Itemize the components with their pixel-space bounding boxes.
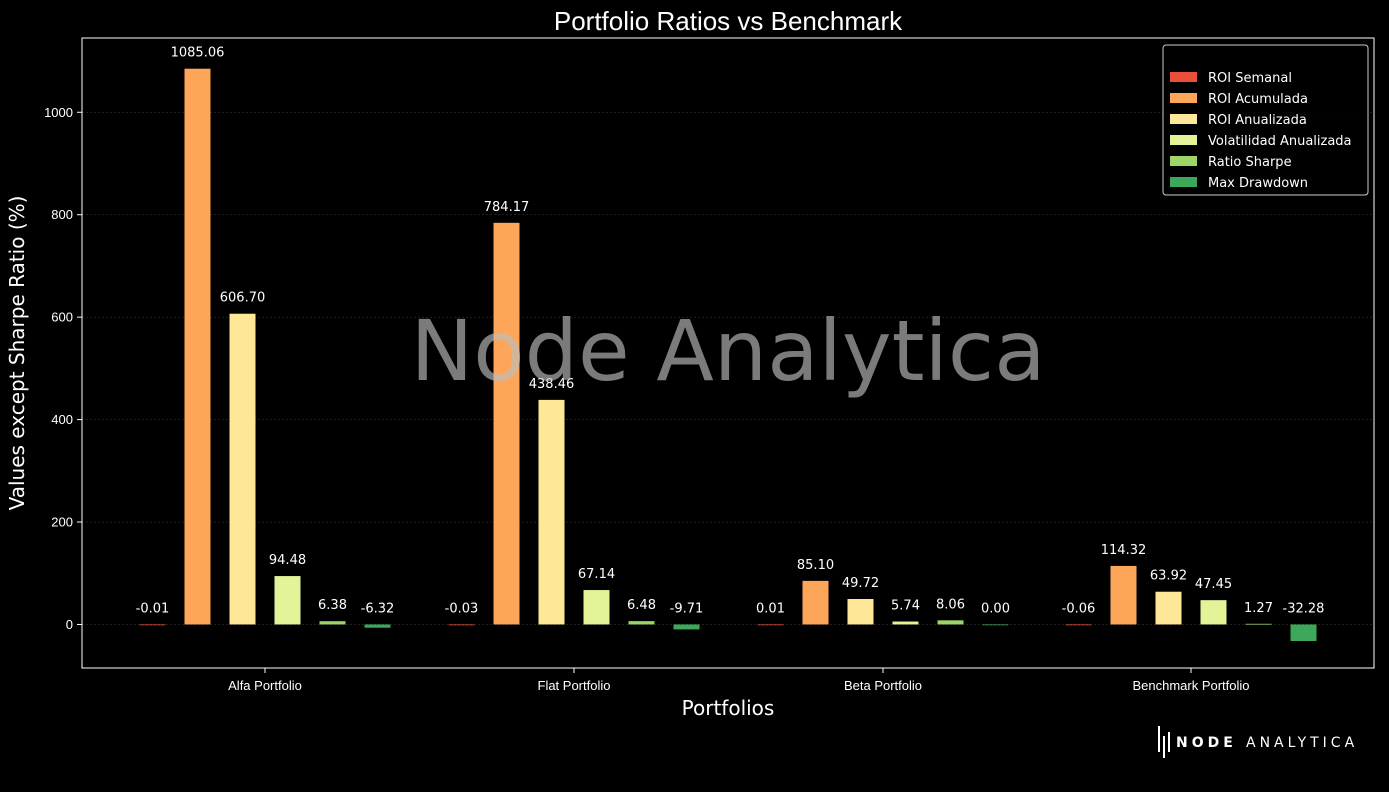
legend-swatch xyxy=(1170,72,1197,82)
bar-value-label: 114.32 xyxy=(1101,543,1147,558)
bar xyxy=(847,598,874,625)
bar-value-label: -0.06 xyxy=(1062,601,1096,616)
node-analytica-logo-icon xyxy=(1158,726,1170,758)
bar-value-label: 67.14 xyxy=(578,567,615,582)
brand-word-node: NODE xyxy=(1176,735,1237,751)
y-axis-title: Values except Sharpe Ratio (%) xyxy=(5,196,29,511)
bar-value-label: 0.00 xyxy=(981,601,1010,616)
x-tick-label: Alfa Portfolio xyxy=(228,678,302,693)
legend-label: ROI Semanal xyxy=(1208,71,1292,86)
legend-label: ROI Acumulada xyxy=(1208,92,1308,107)
bar xyxy=(448,624,475,626)
bar-value-label: 8.06 xyxy=(936,597,965,612)
legend-label: Ratio Sharpe xyxy=(1208,155,1292,170)
chart-title: Portfolio Ratios vs Benchmark xyxy=(554,6,903,36)
bar-value-label: -32.28 xyxy=(1283,601,1325,616)
legend-label: ROI Anualizada xyxy=(1208,113,1307,128)
plot-frame xyxy=(81,37,1375,669)
y-tick-label: 600 xyxy=(51,310,73,325)
bar xyxy=(1110,565,1137,625)
data-labels: -0.01 1085.06 606.70 94.48 6.38 -6.32 -0.03 784… xyxy=(136,46,1325,617)
y-tick-label: 800 xyxy=(51,207,73,222)
x-tick-label: Flat Portfolio xyxy=(538,678,611,693)
bar-value-label: 5.74 xyxy=(891,599,920,614)
bar xyxy=(538,399,565,625)
bar xyxy=(493,222,520,625)
y-axis-ticks: 0 200 400 600 800 1000 xyxy=(44,105,82,632)
bar-value-label: 6.48 xyxy=(627,598,656,613)
bar xyxy=(937,620,964,625)
y-tick-label: 1000 xyxy=(44,105,73,120)
legend: ROI Semanal ROI Acumulada ROI Anualizada Vo… xyxy=(1162,44,1369,196)
legend-swatch xyxy=(1170,114,1197,124)
bar xyxy=(628,621,655,625)
bar-value-label: 1.27 xyxy=(1244,601,1273,616)
y-tick-label: 0 xyxy=(66,617,73,632)
bar-value-label: -0.01 xyxy=(136,601,170,616)
bar-value-label: -9.71 xyxy=(670,601,704,616)
legend-swatch xyxy=(1170,156,1197,166)
x-axis-title: Portfolios xyxy=(682,696,775,720)
bar-value-label: 85.10 xyxy=(797,558,834,573)
bar-value-label: 63.92 xyxy=(1150,569,1187,584)
legend-box xyxy=(1162,44,1369,196)
legend-label: Volatilidad Anualizada xyxy=(1208,134,1352,149)
bar xyxy=(673,624,700,630)
bar xyxy=(1155,591,1182,625)
bar xyxy=(583,590,610,625)
bars xyxy=(139,68,1317,641)
watermark-text: Node Analytica xyxy=(410,302,1045,400)
bar-value-label: -0.03 xyxy=(445,601,479,616)
bar xyxy=(982,624,1009,626)
legend-swatch xyxy=(1170,93,1197,103)
bar xyxy=(274,576,301,625)
bar xyxy=(139,624,166,626)
bar-value-label: 784.17 xyxy=(484,200,530,215)
bar xyxy=(1245,623,1272,625)
bar-value-label: 1085.06 xyxy=(171,46,225,61)
bar-value-label: 438.46 xyxy=(529,377,575,392)
bar xyxy=(229,313,256,625)
bar-value-label: 6.38 xyxy=(318,598,347,613)
legend-swatch xyxy=(1170,135,1197,145)
bar-value-label: -6.32 xyxy=(361,601,395,616)
bar xyxy=(1290,624,1317,641)
bar-value-label: 47.45 xyxy=(1195,577,1232,592)
bar-value-label: 94.48 xyxy=(269,553,306,568)
bar xyxy=(802,580,829,625)
bar-value-label: 49.72 xyxy=(842,576,879,591)
bar-value-label: 0.01 xyxy=(756,601,785,616)
gridlines xyxy=(82,111,1374,625)
legend-items: ROI Semanal ROI Acumulada ROI Anualizada Vo… xyxy=(1170,71,1352,191)
brand-word-analytica: ANALYTICA xyxy=(1246,735,1358,751)
brand-logo: NODE ANALYTICA xyxy=(1158,726,1358,758)
y-tick-label: 200 xyxy=(51,515,73,530)
bar xyxy=(319,621,346,625)
bar xyxy=(892,621,919,625)
y-tick-label: 400 xyxy=(51,412,73,427)
legend-swatch xyxy=(1170,177,1197,187)
bar xyxy=(757,624,784,626)
x-tick-label: Benchmark Portfolio xyxy=(1132,678,1249,693)
bar xyxy=(1200,600,1227,625)
bar xyxy=(1065,624,1092,626)
x-axis-ticks: Alfa Portfolio Flat Portfolio Beta Portfol… xyxy=(228,668,1250,693)
bar xyxy=(364,624,391,628)
bar xyxy=(184,68,211,625)
bar-value-label: 606.70 xyxy=(220,291,266,306)
x-tick-label: Beta Portfolio xyxy=(844,678,922,693)
legend-label: Max Drawdown xyxy=(1208,176,1308,191)
